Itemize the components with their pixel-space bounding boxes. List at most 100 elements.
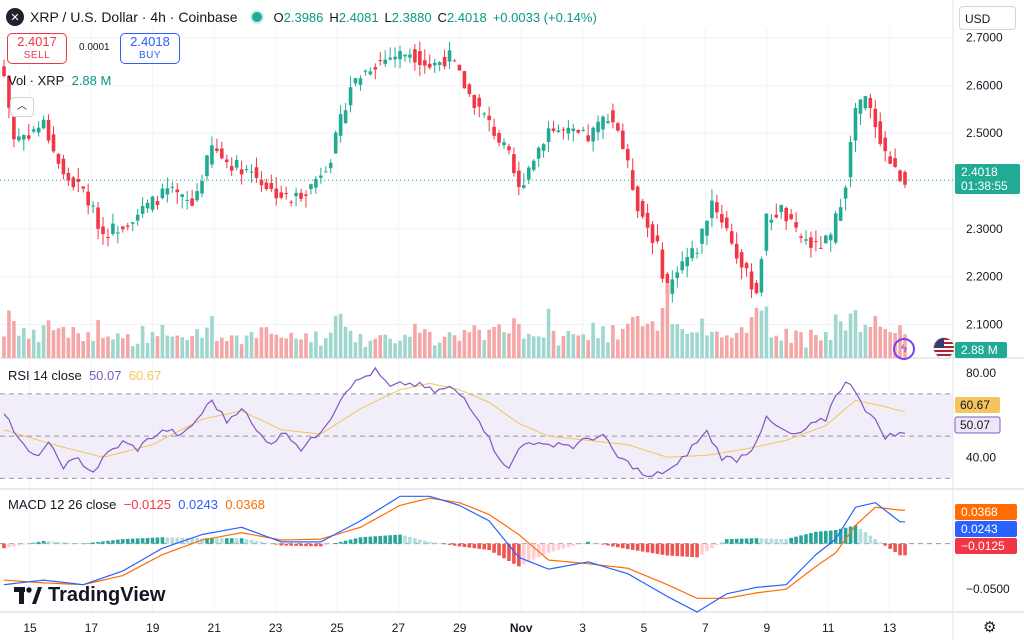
candle-body — [7, 75, 11, 108]
candle — [566, 120, 571, 141]
volume-bar — [2, 336, 6, 358]
histogram-bar — [323, 543, 328, 546]
candle-body — [363, 70, 368, 72]
histogram-bar — [393, 534, 397, 544]
currency-select[interactable]: USD — [959, 6, 1016, 30]
candle-body — [338, 114, 343, 136]
candle — [769, 214, 774, 231]
histogram-bar — [848, 526, 853, 544]
histogram-bar — [254, 540, 259, 544]
us-flag-icon[interactable] — [933, 337, 955, 359]
sell-button[interactable]: 2.4017 SELL — [7, 33, 67, 64]
candle-body — [591, 127, 595, 142]
buy-price: 2.4018 — [130, 34, 170, 49]
market-open-status-icon[interactable] — [249, 10, 264, 24]
volume-bar — [284, 338, 288, 358]
volume-bar — [536, 336, 541, 358]
rsi-legend[interactable]: RSI 14 close 50.07 60.67 — [8, 368, 162, 383]
volume-bar — [289, 332, 293, 358]
candle — [868, 93, 873, 119]
candle-body — [358, 78, 363, 85]
symbol-title[interactable]: XRP / U.S. Dollar · 4h · Coinbase — [30, 9, 238, 25]
volume-bar — [888, 332, 892, 358]
candle — [17, 128, 21, 143]
volume-bar — [234, 335, 239, 358]
candle-body — [814, 241, 818, 243]
histogram-bar — [531, 543, 536, 560]
symbol-header: ✕ XRP / U.S. Dollar · 4h · Coinbase O2.3… — [6, 6, 597, 28]
candle-body — [71, 177, 76, 188]
volume-bar — [655, 330, 660, 358]
volume-bar — [56, 328, 61, 358]
candle — [650, 220, 655, 255]
candle-body — [715, 202, 719, 213]
tradingview-logo[interactable]: TradingView — [14, 584, 165, 607]
candle — [437, 61, 442, 72]
chevron-up-icon: ︿ — [17, 101, 27, 112]
volume-bar — [200, 337, 204, 358]
histogram-bar — [695, 543, 699, 558]
volume-bar — [625, 323, 630, 358]
candle-body — [368, 71, 373, 75]
candle-body — [581, 129, 586, 131]
buy-button[interactable]: 2.4018 BUY — [120, 33, 180, 64]
histogram-bar — [165, 537, 170, 544]
candle-body — [526, 167, 531, 180]
candle — [155, 195, 160, 210]
volume-bar — [710, 331, 714, 358]
lightning-icon[interactable]: ϟ — [893, 338, 915, 360]
candle-body — [229, 166, 234, 171]
candle-body — [838, 207, 843, 221]
buy-label: BUY — [138, 50, 162, 61]
macd-value-tag — [955, 521, 1017, 537]
volume-bar — [734, 333, 739, 358]
candle — [76, 167, 81, 193]
volume-bar — [853, 310, 858, 358]
candle — [561, 127, 566, 140]
volume-bar — [7, 310, 11, 358]
candle — [309, 183, 313, 195]
histogram-bar — [621, 543, 625, 549]
volume-bar — [36, 342, 41, 358]
volume-bar — [101, 337, 105, 358]
candle-body — [606, 121, 610, 123]
candle-body — [670, 279, 675, 294]
histogram-bar — [200, 538, 204, 544]
volume-bar — [462, 329, 467, 358]
candle-body — [12, 108, 16, 140]
candle-body — [556, 130, 561, 133]
candle-body — [487, 115, 491, 120]
volume-bar — [690, 332, 694, 358]
candle-body — [279, 192, 284, 198]
volume-bar — [61, 326, 66, 358]
volume-legend[interactable]: Vol · XRP 2.88 M — [8, 73, 112, 88]
rsi-tag — [954, 416, 1001, 434]
histogram-bar — [190, 537, 194, 544]
candle — [264, 178, 269, 191]
collapse-legend-button[interactable]: ︿ — [10, 97, 34, 117]
histogram-bar — [26, 543, 31, 545]
candle — [294, 187, 298, 207]
rsi-axis-tick: 80.00 — [966, 366, 996, 380]
histogram-bar — [403, 535, 407, 544]
candle — [675, 266, 680, 288]
volume-bar — [606, 342, 610, 358]
candle — [279, 185, 284, 200]
candle-body — [96, 207, 100, 229]
volume-bar — [546, 308, 551, 358]
volume-bar — [447, 332, 452, 358]
volume-bar — [333, 315, 338, 358]
candle — [492, 118, 496, 140]
time-axis-tick: 7 — [702, 621, 709, 635]
volume-bar — [650, 321, 655, 358]
macd-legend[interactable]: MACD 12 26 close −0.0125 0.0243 0.0368 — [8, 497, 265, 512]
candle-body — [804, 239, 808, 241]
histogram-bar — [418, 539, 422, 544]
candle — [819, 236, 823, 249]
candle — [883, 131, 887, 162]
histogram-bar — [343, 540, 348, 544]
settings-gear-icon[interactable]: ⚙ — [983, 619, 997, 636]
candle-body — [833, 213, 838, 243]
histogram-bar — [71, 542, 76, 544]
